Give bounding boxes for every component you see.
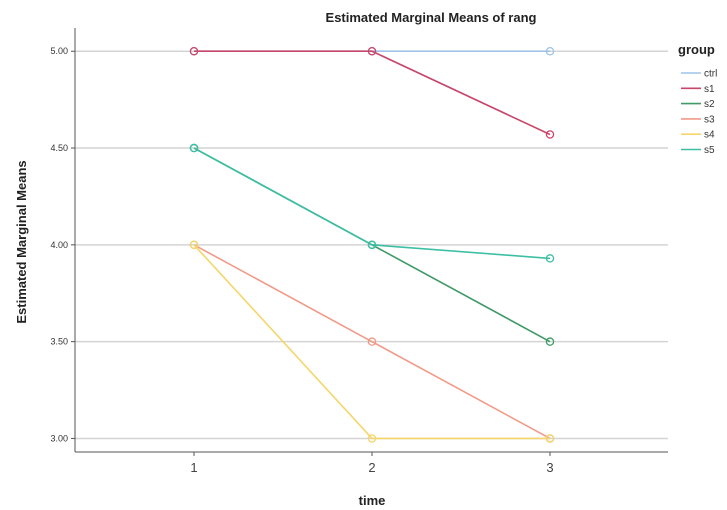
data-point-s1 [545, 130, 555, 139]
data-point-s2 [545, 337, 555, 346]
y-tick-label: 4.00 [50, 240, 68, 250]
x-tick-label: 2 [368, 460, 375, 475]
x-tick-labels: 1 2 3 [190, 452, 554, 475]
data-point-s4 [545, 434, 555, 443]
series-line-s5 [193, 147, 551, 260]
x-tick-label: 1 [190, 460, 197, 475]
legend-label-s3: s3 [704, 114, 715, 125]
x-axis-label: time [359, 493, 386, 508]
legend-label-ctrl: ctrl [704, 69, 717, 80]
data-point-s1 [367, 46, 377, 56]
y-tick-label: 4.50 [50, 143, 68, 153]
data-point-s4 [367, 434, 377, 443]
y-tick-labels: 3.00 3.50 4.00 4.50 5.00 [50, 46, 75, 443]
series-line-s3 [193, 244, 551, 440]
data-point-s4 [189, 240, 199, 250]
data-point-ctrl [545, 46, 555, 56]
data-point-s5 [367, 240, 377, 250]
y-tick-label: 3.00 [50, 433, 68, 443]
data-point-s3 [367, 337, 377, 346]
legend: group ctrl s1 s2 s3 s4 s5 [678, 42, 717, 156]
y-axis-label: Estimated Marginal Means [14, 160, 29, 323]
legend-label-s4: s4 [704, 130, 715, 141]
series-line-s4 [193, 244, 550, 440]
series-lines [193, 50, 551, 440]
y-tick-label: 3.50 [50, 337, 68, 347]
data-point-s5 [189, 143, 199, 153]
series-line-s1 [194, 50, 551, 136]
series-markers [189, 46, 555, 443]
chart-title: Estimated Marginal Means of rang [326, 10, 537, 25]
legend-label-s2: s2 [704, 99, 715, 110]
legend-label-s1: s1 [704, 84, 715, 95]
data-point-s5 [545, 254, 555, 263]
y-tick-label: 5.00 [50, 46, 68, 56]
legend-title: group [678, 42, 715, 57]
legend-entries: ctrl s1 s2 s3 s4 s5 [681, 69, 717, 156]
x-tick-label: 3 [546, 460, 553, 475]
data-point-s1 [189, 46, 199, 56]
legend-label-s5: s5 [704, 145, 715, 156]
